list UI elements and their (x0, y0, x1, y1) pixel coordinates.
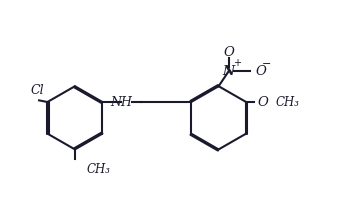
Text: CH₃: CH₃ (87, 163, 111, 176)
Text: N: N (223, 65, 235, 78)
Text: O: O (255, 65, 266, 78)
Text: +: + (233, 58, 241, 68)
Text: O: O (223, 46, 234, 59)
Text: Cl: Cl (31, 84, 44, 97)
Text: CH₃: CH₃ (275, 96, 299, 109)
Text: NH: NH (110, 95, 132, 109)
Text: O: O (258, 95, 269, 109)
Text: −: − (262, 59, 272, 69)
